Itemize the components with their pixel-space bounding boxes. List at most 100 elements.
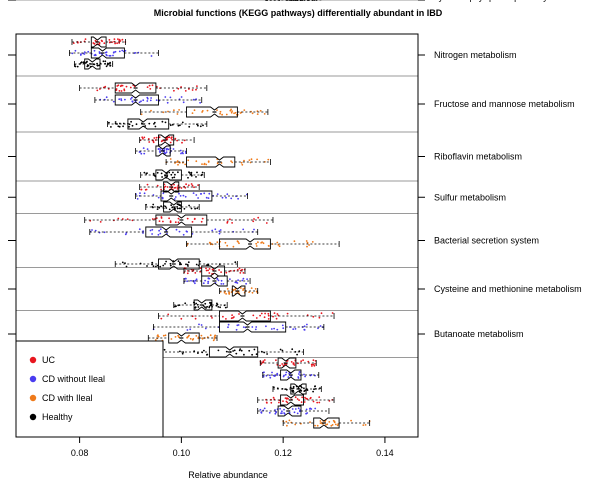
data-point-cd-without-ileal: [200, 324, 203, 326]
data-point-healthy: [177, 260, 180, 262]
data-point-cd-without-ileal: [274, 409, 276, 411]
data-point-cd-without-ileal: [293, 411, 296, 414]
data-point-uc: [170, 137, 173, 140]
data-point-cd-without-ileal: [175, 228, 178, 231]
data-point-uc: [99, 221, 102, 223]
box-nitrogen-metabolism-cd-without-ileal: [69, 47, 159, 59]
data-point-cd-without-ileal: [225, 196, 227, 199]
box-body: [114, 82, 157, 94]
data-point-cd-without-ileal: [146, 96, 149, 99]
category-label-lysine-biosynthesis: Lysine biosynthesis: [434, 0, 512, 2]
data-point-uc: [255, 317, 258, 319]
data-point-uc: [318, 396, 321, 398]
data-point-healthy: [86, 64, 89, 66]
data-point-cd-with-ileal: [256, 110, 259, 112]
data-point-cd-without-ileal: [146, 148, 149, 151]
data-point-healthy: [292, 387, 295, 389]
data-point-uc: [211, 317, 213, 319]
legend-marker-healthy: [29, 413, 37, 421]
data-point-uc: [238, 313, 240, 315]
data-point-uc: [205, 267, 207, 270]
data-point-uc: [167, 313, 170, 316]
data-point-cd-with-ileal: [223, 291, 226, 294]
data-point-uc: [231, 314, 234, 316]
box-sulfur-metabolism-uc: [139, 181, 200, 193]
data-point-healthy: [153, 123, 155, 125]
data-point-cd-without-ileal: [272, 374, 275, 377]
data-point-uc: [120, 90, 123, 92]
data-point-healthy: [86, 60, 88, 63]
data-point-cd-without-ileal: [274, 412, 277, 415]
data-point-healthy: [135, 123, 138, 126]
data-point-healthy: [121, 261, 124, 264]
data-point-cd-without-ileal: [138, 228, 141, 231]
data-point-uc: [312, 400, 315, 403]
data-point-uc: [263, 316, 266, 319]
data-point-uc: [276, 313, 279, 315]
data-point-cd-without-ileal: [157, 148, 160, 151]
data-point-uc: [279, 364, 281, 367]
data-point-cd-with-ileal: [207, 161, 210, 163]
data-point-cd-without-ileal: [124, 49, 127, 52]
data-point-cd-without-ileal: [242, 277, 245, 280]
data-point-cd-without-ileal: [205, 196, 208, 199]
data-point-cd-without-ileal: [270, 328, 273, 330]
box-fructose-and-mannose-metabolism-uc: [79, 82, 208, 94]
data-point-healthy: [165, 207, 168, 209]
data-point-uc: [103, 42, 106, 45]
data-point-uc: [104, 85, 107, 88]
box-body: [219, 238, 271, 250]
data-point-cd-without-ileal: [195, 278, 198, 281]
data-point-uc: [286, 397, 288, 399]
data-point-cd-with-ileal: [140, 113, 143, 116]
data-point-healthy: [176, 206, 179, 208]
data-point-cd-without-ileal: [140, 152, 143, 155]
data-point-cd-without-ileal: [281, 410, 283, 413]
data-point-healthy: [203, 306, 206, 308]
box-body: [290, 383, 307, 395]
data-point-healthy: [176, 207, 179, 210]
box-body: [231, 285, 246, 297]
data-point-uc: [312, 363, 315, 366]
data-point-uc: [191, 89, 194, 91]
data-point-cd-without-ileal: [180, 96, 183, 98]
data-point-uc: [96, 89, 99, 92]
data-point-healthy: [164, 205, 167, 208]
data-point-uc: [270, 401, 273, 404]
data-point-healthy: [234, 261, 237, 264]
data-point-healthy: [291, 348, 294, 351]
data-point-uc: [262, 360, 265, 363]
data-point-uc: [119, 85, 122, 88]
data-point-healthy: [208, 305, 211, 308]
data-point-uc: [285, 363, 288, 366]
data-point-healthy: [206, 353, 209, 356]
data-point-cd-without-ileal: [303, 373, 305, 376]
data-point-cd-with-ileal: [328, 421, 331, 423]
data-point-cd-with-ileal: [243, 159, 245, 162]
x-tick-label: 0.12: [274, 448, 292, 458]
data-point-healthy: [131, 124, 134, 127]
data-point-cd-without-ileal: [179, 149, 182, 152]
box-body: [280, 394, 304, 406]
data-point-cd-with-ileal: [201, 163, 203, 166]
data-point-uc: [303, 401, 306, 403]
data-point-cd-without-ileal: [198, 323, 200, 326]
box-fructose-and-mannose-metabolism-cd-with-ileal: [140, 106, 269, 118]
data-point-uc: [158, 136, 161, 139]
data-point-cd-with-ileal: [255, 242, 258, 245]
data-point-uc: [186, 272, 189, 275]
right-axis: Nitrogen metabolism Fructose and mannose …: [418, 0, 582, 339]
x-tick-label: 0.10: [173, 448, 191, 458]
data-point-healthy: [165, 260, 168, 263]
data-point-healthy: [296, 353, 298, 356]
data-point-cd-without-ileal: [109, 54, 112, 57]
data-point-healthy: [128, 125, 130, 128]
data-point-cd-without-ileal: [182, 194, 185, 197]
category-label-nitrogen-metabolism: Nitrogen metabolism: [434, 50, 517, 60]
data-point-uc: [146, 183, 149, 186]
data-point-uc: [181, 141, 183, 144]
data-point-healthy: [292, 0, 295, 1]
data-point-cd-with-ileal: [193, 109, 196, 112]
data-point-uc: [194, 317, 197, 320]
data-point-cd-without-ileal: [268, 411, 271, 414]
